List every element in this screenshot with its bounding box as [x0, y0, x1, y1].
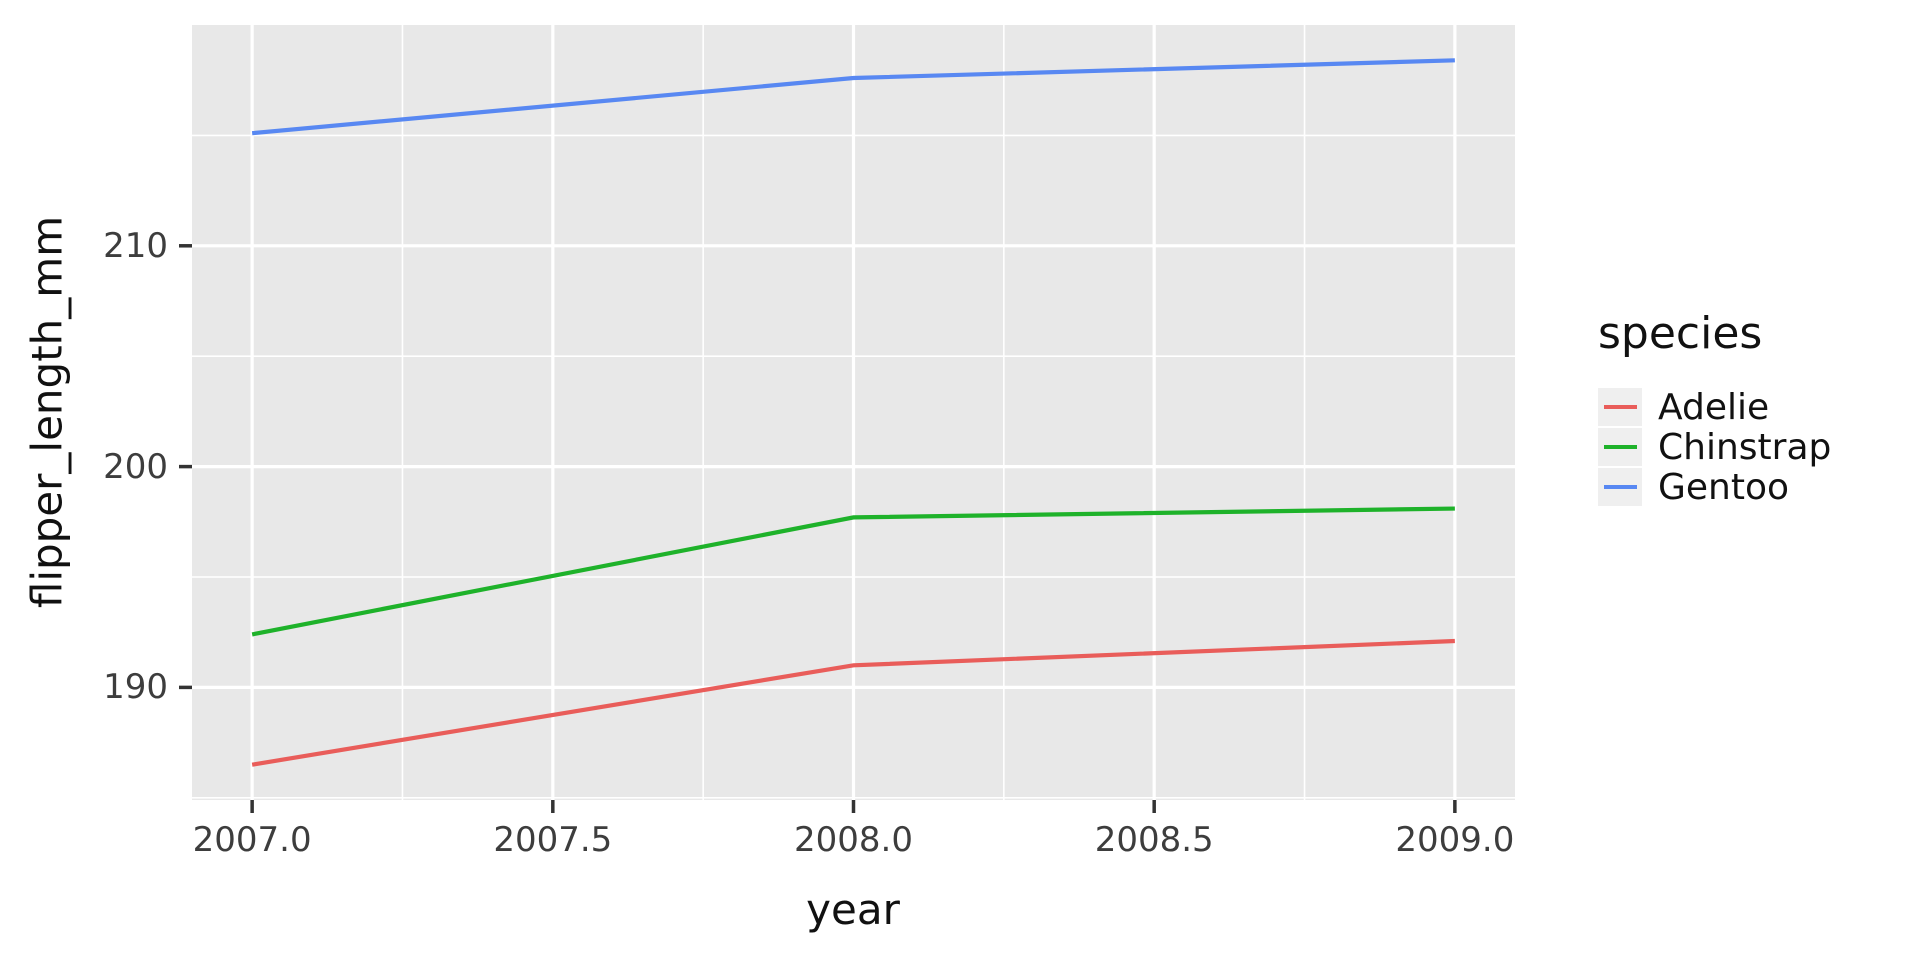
x-tick-label: 2008.5 — [1094, 820, 1214, 860]
legend-key-line-icon — [1603, 405, 1637, 409]
legend-item-chinstrap: Chinstrap — [1598, 426, 1832, 468]
legend-label: Gentoo — [1658, 466, 1790, 508]
legend-item-gentoo: Gentoo — [1598, 466, 1831, 508]
legend-key-line-icon — [1603, 445, 1637, 449]
legend-items: Adelie Chinstrap Gentoo — [1598, 386, 1832, 508]
legend-key-swatch — [1598, 468, 1642, 506]
legend-key-swatch — [1598, 428, 1642, 466]
x-tick-label: 2007.5 — [493, 820, 613, 860]
legend-item-adelie: Adelie — [1598, 386, 1831, 428]
series-line-adelie — [251, 638, 1455, 767]
x-axis-title: year — [806, 885, 900, 934]
legend-key-line-icon — [1603, 485, 1637, 489]
legend-key-swatch — [1598, 388, 1642, 426]
series-line-chinstrap — [251, 506, 1455, 637]
legend-title: species — [1598, 308, 1763, 359]
x-tick-label: 2009.0 — [1395, 820, 1515, 860]
y-tick-label: 190 — [103, 667, 168, 708]
y-axis-title: flipper_length_mm — [22, 215, 72, 609]
x-tick-label: 2008.0 — [794, 820, 913, 860]
x-tick-label: 2007.0 — [192, 820, 312, 860]
legend-label: Adelie — [1658, 386, 1770, 428]
y-tick-label: 200 — [103, 446, 168, 487]
y-tick-label: 210 — [103, 225, 168, 266]
legend: species Adelie Chinstrap Gentoo — [1598, 308, 1832, 508]
legend-label: Chinstrap — [1658, 426, 1832, 468]
series-line-gentoo — [251, 58, 1455, 136]
